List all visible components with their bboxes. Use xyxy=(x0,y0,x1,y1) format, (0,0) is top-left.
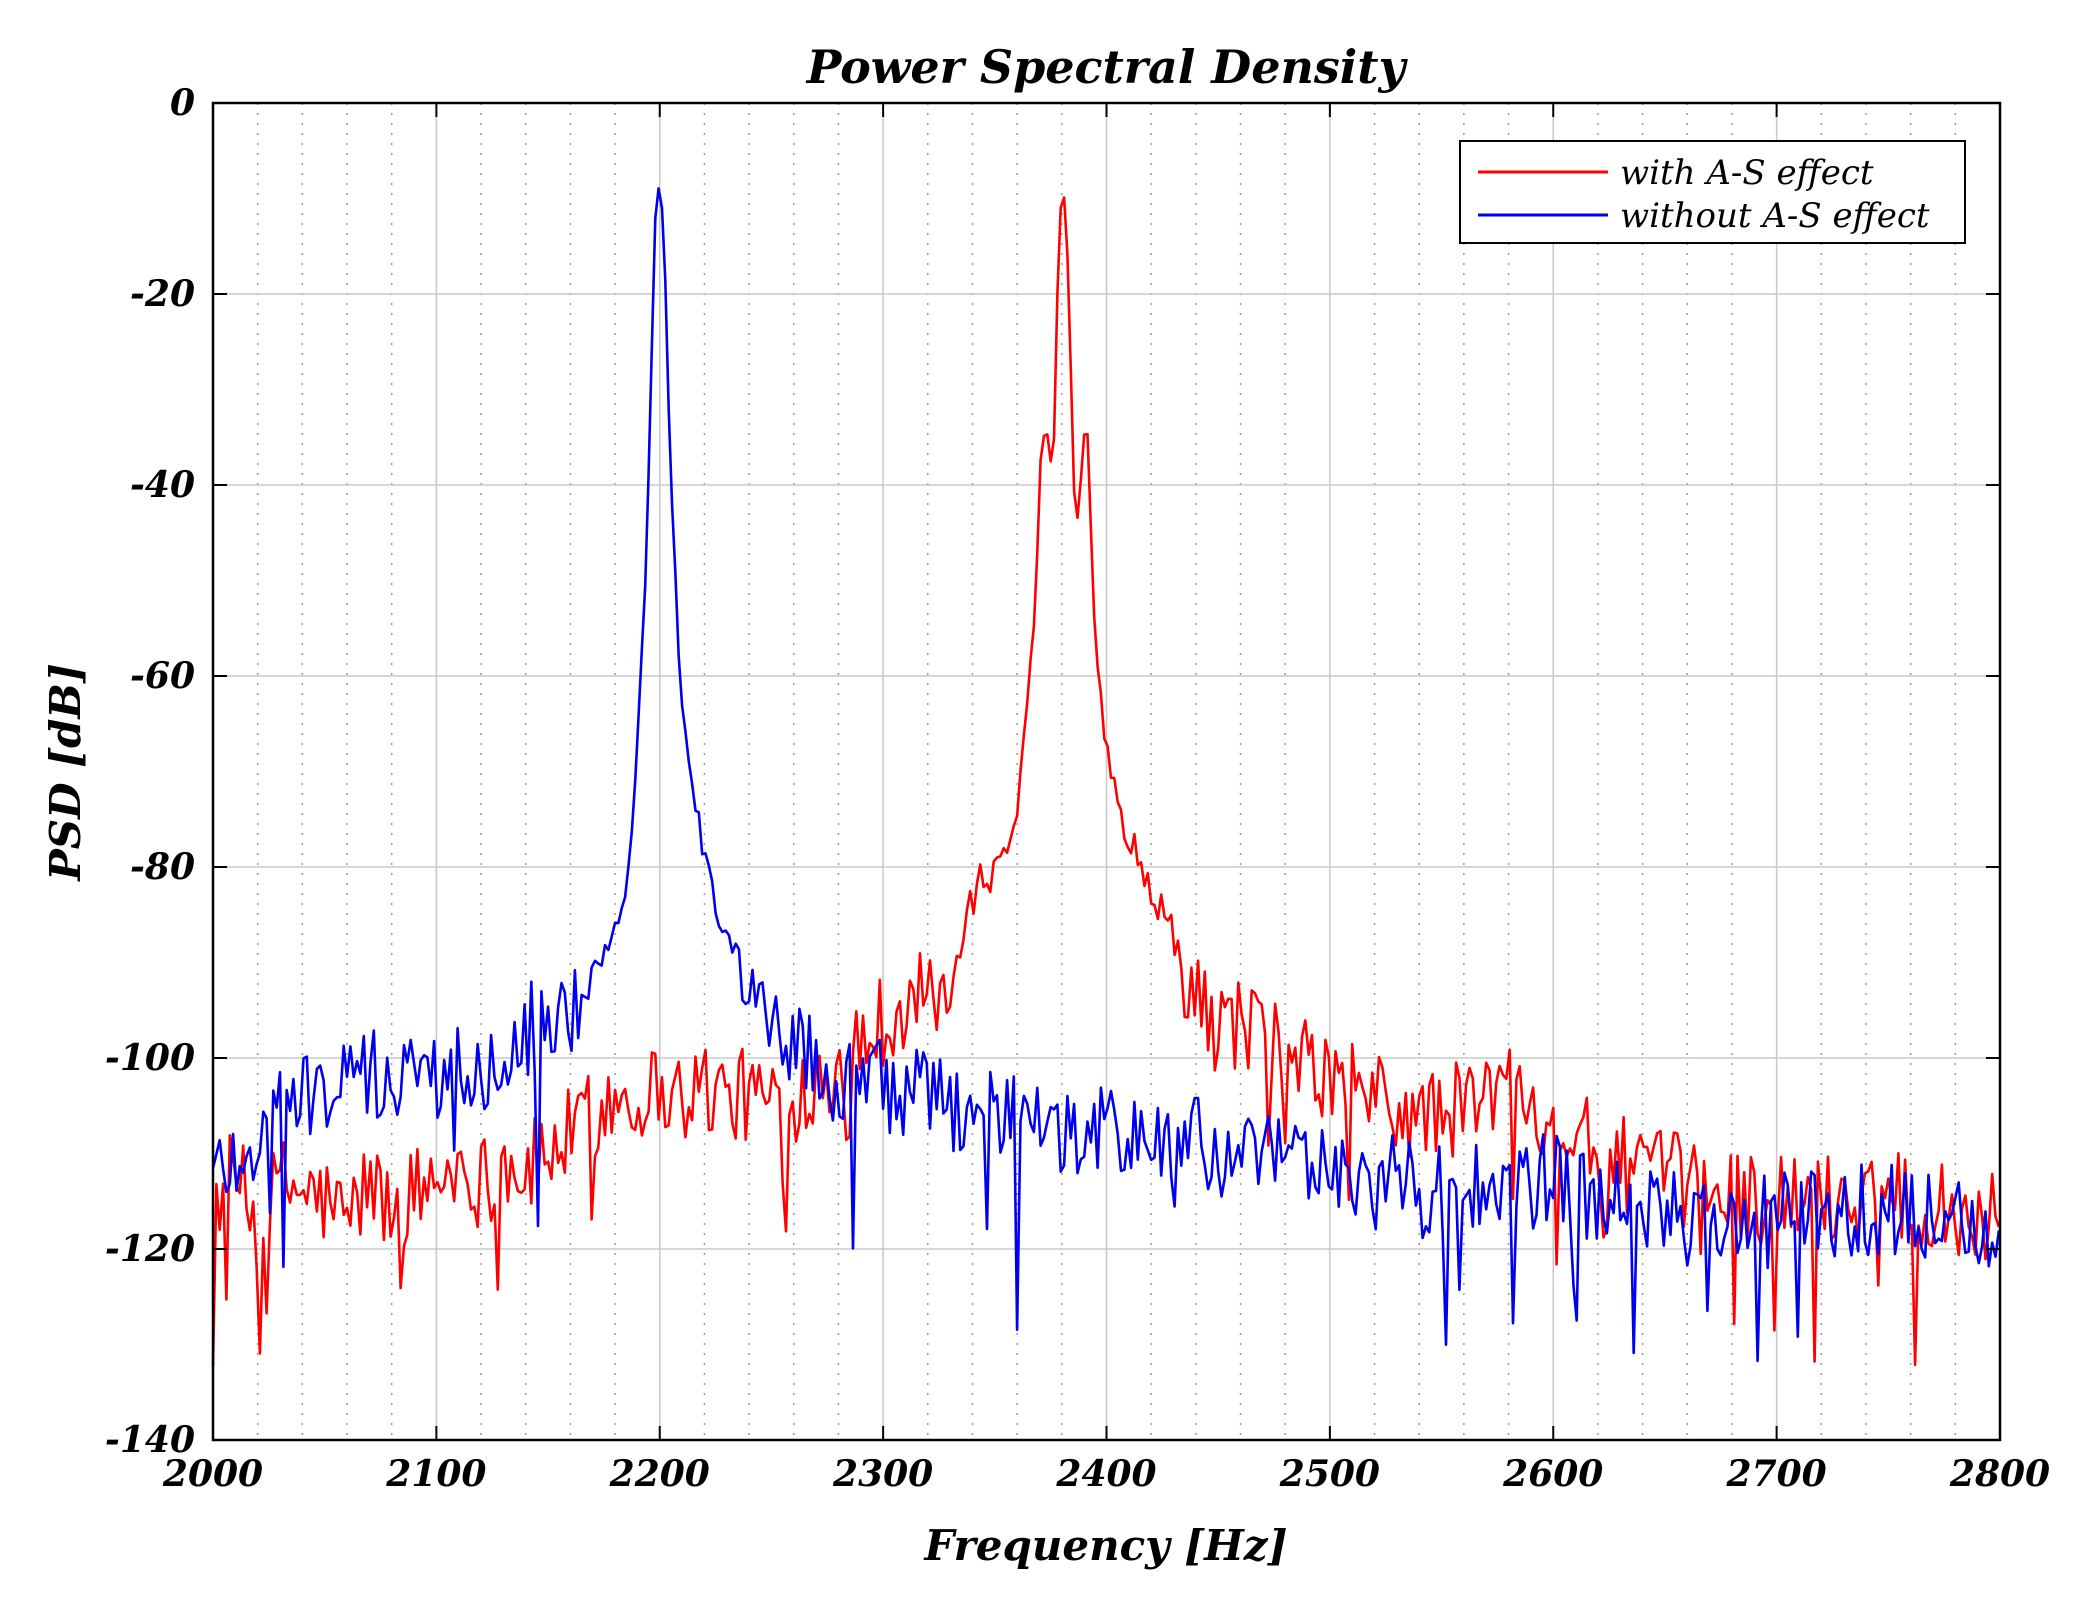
y-tick-label: 0 xyxy=(170,82,195,124)
x-tick-label: 2100 xyxy=(385,1453,486,1495)
x-tick-label: 2700 xyxy=(1726,1453,1827,1495)
x-tick-label: 2600 xyxy=(1502,1453,1603,1495)
chart-title: Power Spectral Density xyxy=(805,40,1409,94)
y-tick-label: -20 xyxy=(130,273,195,315)
x-tick-label: 2400 xyxy=(1055,1453,1156,1495)
y-tick-label: -80 xyxy=(130,846,195,888)
series-line-with-as-effect xyxy=(211,196,2001,1367)
x-tick-label: 2000 xyxy=(162,1453,263,1495)
y-tick-label: -140 xyxy=(105,1419,195,1461)
legend: with A-S effect without A-S effect xyxy=(1459,140,1966,244)
y-tick-label: -120 xyxy=(105,1228,195,1270)
series-line-without-as-effect xyxy=(211,187,2001,1363)
y-tick-label: -100 xyxy=(105,1037,195,1079)
x-tick-label: 2500 xyxy=(1279,1453,1380,1495)
y-tick-label: -60 xyxy=(130,655,195,697)
x-axis-label: Frequency [Hz] xyxy=(924,1521,1288,1570)
legend-label-with-as: with A-S effect xyxy=(1620,153,1874,193)
tick-marks xyxy=(212,102,2001,1441)
series-group xyxy=(211,187,2001,1367)
legend-label-without-as: without A-S effect xyxy=(1620,196,1930,236)
x-tick-label: 2800 xyxy=(1949,1453,2050,1495)
legend-box xyxy=(1459,140,1966,244)
x-tick-label: 2200 xyxy=(609,1453,710,1495)
y-tick-labels: 0 -20 -40 -60 -80 -100 -120 -140 xyxy=(105,82,195,1461)
x-tick-labels: 2000 2100 2200 2300 2400 2500 2600 2700 2800 xyxy=(162,1453,2050,1495)
y-tick-label: -40 xyxy=(130,464,195,506)
y-axis-label: PSD [dB] xyxy=(41,663,90,882)
x-tick-label: 2300 xyxy=(832,1453,933,1495)
